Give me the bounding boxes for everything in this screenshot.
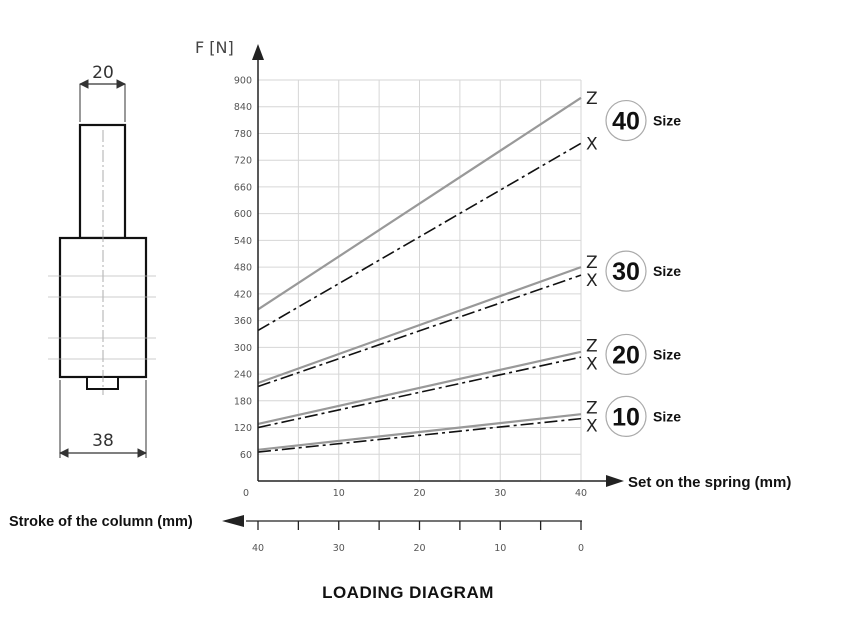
series-line-size-10-x bbox=[257, 417, 582, 453]
stroke-tick-label: 40 bbox=[252, 543, 264, 554]
stroke-tick-label: 0 bbox=[578, 543, 584, 554]
stroke-tick-label: 10 bbox=[494, 543, 506, 554]
curve-letter-z: Z bbox=[586, 336, 598, 356]
series-line-size-30-x bbox=[257, 274, 582, 388]
y-tick-label: 780 bbox=[234, 129, 252, 140]
curve-letter-x: X bbox=[586, 271, 598, 291]
y-tick-label: 480 bbox=[234, 263, 252, 274]
x-tick-label: 0 bbox=[243, 488, 249, 499]
y-axis-arrow bbox=[252, 44, 264, 60]
y-tick-label: 420 bbox=[234, 289, 252, 300]
stroke-tick-label: 30 bbox=[333, 543, 345, 554]
curve-letter-x: X bbox=[586, 134, 598, 154]
stroke-axis-title: Stroke of the column (mm) bbox=[9, 514, 193, 530]
size-badge-circle bbox=[605, 395, 647, 437]
y-tick-label: 720 bbox=[234, 156, 252, 167]
series-line-size-20-x bbox=[257, 356, 582, 429]
y-tick-label: 900 bbox=[234, 76, 252, 87]
y-axis-title: F [N] bbox=[195, 38, 234, 57]
stroke-tick-label: 20 bbox=[413, 543, 425, 554]
y-tick-label: 840 bbox=[234, 102, 252, 113]
bottom-pin bbox=[86, 376, 119, 390]
series-line-size-40-z bbox=[257, 96, 582, 311]
y-tick-label: 240 bbox=[234, 370, 252, 381]
curve-letter-x: X bbox=[586, 416, 598, 436]
stroke-axis-arrow bbox=[222, 515, 244, 527]
x-tick-label: 30 bbox=[494, 488, 506, 499]
size-number: 40 bbox=[612, 108, 640, 136]
chart-grid bbox=[258, 79, 582, 481]
size-number: 20 bbox=[612, 341, 640, 369]
x-tick-label: 10 bbox=[333, 488, 345, 499]
series-line-size-30-z bbox=[257, 266, 582, 385]
curve-letter-z: Z bbox=[586, 253, 598, 273]
size-number: 30 bbox=[612, 258, 640, 286]
y-tick-label: 660 bbox=[234, 182, 252, 193]
size-label: Size bbox=[653, 263, 681, 279]
series-line-size-20-z bbox=[257, 350, 582, 426]
x-tick-labels: 0 10 20 30 40 bbox=[243, 488, 587, 499]
size-badge-circle bbox=[605, 250, 647, 292]
y-tick-label: 180 bbox=[234, 396, 252, 407]
size-badge-circle bbox=[605, 333, 647, 376]
curve-letter-z: Z bbox=[586, 398, 598, 418]
x-axis-arrow bbox=[606, 475, 624, 487]
series-line-size-40-x bbox=[257, 142, 582, 332]
top-dimension-label: 20 bbox=[92, 63, 114, 83]
stroke-axis-ticks: 40 30 20 10 0 bbox=[252, 521, 584, 554]
load-chart: F [N] Set on the spring (mm) 900 840 780 72… bbox=[9, 38, 791, 554]
size-label: Size bbox=[653, 113, 681, 129]
spring-part-drawing: 20 38 bbox=[48, 63, 156, 458]
y-tick-label: 120 bbox=[234, 423, 252, 434]
curve-letter-z: Z bbox=[586, 89, 598, 109]
x-tick-label: 20 bbox=[413, 488, 425, 499]
y-tick-label: 360 bbox=[234, 316, 252, 327]
series-line-size-10-z bbox=[257, 413, 582, 451]
x-axis-title: Set on the spring (mm) bbox=[628, 474, 791, 491]
size-badge-circle bbox=[605, 99, 647, 142]
size-number: 10 bbox=[612, 403, 640, 431]
size-label: Size bbox=[653, 346, 681, 362]
y-tick-label: 300 bbox=[234, 343, 252, 354]
y-tick-labels: 900 840 780 720 660 600 540 480 420 360 300 240 180 1… bbox=[234, 76, 252, 461]
x-tick-label: 40 bbox=[575, 488, 587, 499]
size-label: Size bbox=[653, 408, 681, 424]
bottom-dimension-label: 38 bbox=[92, 431, 114, 451]
diagram-title: LOADING DIAGRAM bbox=[322, 583, 494, 602]
upper-shaft bbox=[78, 123, 127, 240]
curve-letter-x: X bbox=[586, 354, 598, 374]
y-tick-label: 600 bbox=[234, 209, 252, 220]
chart-series bbox=[257, 96, 582, 453]
y-tick-label: 60 bbox=[240, 450, 252, 461]
y-tick-label: 540 bbox=[234, 236, 252, 247]
